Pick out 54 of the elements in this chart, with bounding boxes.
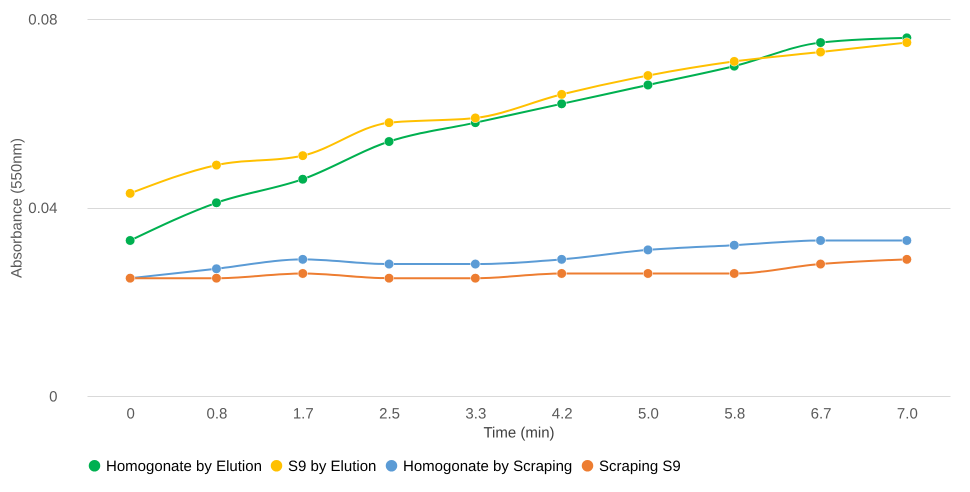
x-tick-label: 3.3 — [465, 406, 486, 422]
point — [298, 254, 308, 264]
point — [729, 56, 740, 66]
point — [816, 47, 826, 57]
point — [384, 273, 394, 284]
x-tick-label: 0.8 — [206, 406, 228, 422]
point — [384, 136, 394, 147]
point — [902, 38, 912, 48]
x-tick-label: 7.0 — [896, 406, 918, 422]
y-tick-label: 0 — [49, 388, 58, 406]
point — [470, 273, 480, 284]
point — [816, 236, 826, 246]
point — [642, 70, 653, 81]
legend-label: S9 by Elution — [288, 458, 376, 475]
x-tick-label: 1.7 — [292, 406, 314, 422]
legend-label: Scraping S9 — [599, 458, 681, 475]
point — [125, 188, 136, 198]
x-tick-label: 5.0 — [638, 406, 659, 422]
legend-label: Homogonate by Scraping — [403, 458, 572, 475]
x-tick-label: 0 — [126, 406, 135, 422]
point — [298, 174, 308, 184]
point — [816, 38, 826, 48]
point — [384, 259, 394, 270]
point — [902, 254, 912, 264]
point — [384, 118, 394, 128]
y-tick-label: 0.08 — [28, 12, 58, 28]
x-tick-label: 5.8 — [724, 406, 746, 422]
x-axis-title: Time (min) — [483, 424, 555, 442]
point — [729, 240, 740, 250]
point — [211, 273, 222, 284]
legend-label: Homogonate by Elution — [106, 458, 262, 475]
point — [298, 150, 308, 161]
point — [556, 254, 567, 264]
point — [125, 236, 136, 246]
point — [556, 89, 567, 100]
y-tick-label: 0.04 — [28, 200, 58, 217]
point — [556, 98, 567, 109]
x-tick-label: 6.7 — [810, 406, 832, 422]
point — [902, 236, 912, 246]
point — [816, 259, 826, 270]
point — [298, 268, 308, 278]
point — [556, 268, 567, 278]
x-tick-label: 4.2 — [552, 406, 573, 422]
point — [470, 259, 480, 270]
point — [642, 80, 653, 90]
point — [642, 244, 653, 255]
point — [211, 198, 222, 208]
point — [470, 112, 480, 123]
point — [211, 160, 222, 170]
point — [642, 268, 653, 278]
x-tick-label: 2.5 — [379, 406, 400, 422]
point — [729, 268, 740, 278]
y-axis-title: Absorbance (550nm) — [8, 138, 26, 278]
point — [211, 264, 222, 274]
